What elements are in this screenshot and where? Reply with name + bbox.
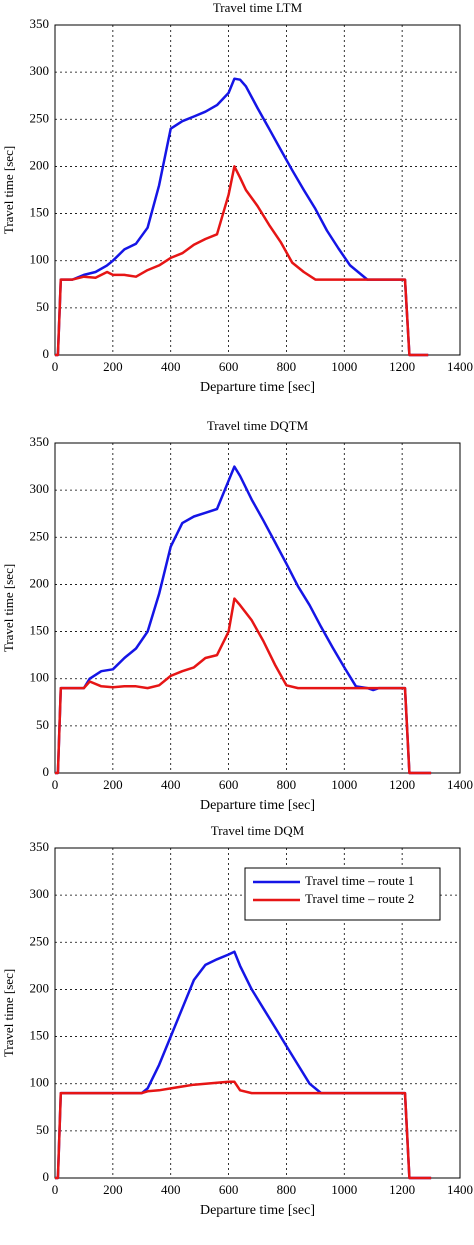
x-tick-label: 600 — [219, 777, 239, 792]
legend-label: Travel time – route 1 — [305, 873, 414, 888]
y-tick-label: 300 — [30, 481, 50, 496]
y-tick-label: 0 — [43, 764, 50, 779]
chart-title: Travel time DQTM — [207, 418, 309, 433]
x-axis-label: Departure time [sec] — [200, 1203, 315, 1218]
x-tick-label: 200 — [103, 1182, 123, 1197]
x-tick-label: 1400 — [447, 1182, 473, 1197]
y-tick-label: 350 — [30, 16, 50, 31]
x-tick-label: 0 — [52, 777, 59, 792]
y-tick-label: 250 — [30, 933, 50, 948]
y-tick-label: 200 — [30, 980, 50, 995]
x-axis-label: Departure time [sec] — [200, 380, 315, 395]
series-line — [55, 465, 432, 775]
y-tick-label: 150 — [30, 205, 50, 220]
legend-box — [244, 867, 441, 921]
x-tick-label: 1200 — [389, 1182, 415, 1197]
x-tick-label: 1000 — [331, 1182, 357, 1197]
series-line — [55, 77, 429, 357]
chart-title: Travel time DQM — [211, 823, 305, 838]
y-tick-label: 150 — [30, 623, 50, 638]
y-tick-label: 350 — [30, 434, 50, 449]
y-tick-label: 300 — [30, 886, 50, 901]
chart-title: Travel time LTM — [213, 0, 303, 15]
x-tick-label: 800 — [277, 359, 297, 374]
plot-frame — [54, 442, 461, 774]
x-tick-label: 1000 — [331, 359, 357, 374]
y-tick-label: 50 — [36, 1122, 49, 1137]
y-tick-label: 200 — [30, 157, 50, 172]
y-tick-label: 250 — [30, 528, 50, 543]
y-axis-label: Travel time [sec] — [1, 564, 16, 652]
y-tick-label: 100 — [30, 1075, 50, 1090]
x-tick-label: 400 — [161, 777, 181, 792]
x-tick-label: 1200 — [389, 359, 415, 374]
y-tick-label: 50 — [36, 717, 49, 732]
series-line — [55, 950, 432, 1180]
x-tick-label: 0 — [52, 359, 59, 374]
x-tick-label: 1000 — [331, 777, 357, 792]
legend-label: Travel time – route 2 — [305, 891, 414, 906]
y-axis-label: Travel time [sec] — [1, 969, 16, 1057]
x-tick-label: 200 — [103, 777, 123, 792]
y-tick-label: 300 — [30, 63, 50, 78]
y-tick-label: 250 — [30, 110, 50, 125]
y-tick-label: 100 — [30, 252, 50, 267]
x-tick-label: 600 — [219, 1182, 239, 1197]
plot-frame — [54, 847, 461, 1179]
x-tick-label: 1400 — [447, 777, 473, 792]
x-axis-label: Departure time [sec] — [200, 798, 315, 813]
x-tick-label: 400 — [161, 359, 181, 374]
y-tick-label: 0 — [43, 346, 50, 361]
plot-frame — [54, 24, 461, 356]
y-tick-label: 150 — [30, 1028, 50, 1043]
y-tick-label: 350 — [30, 839, 50, 854]
series-line — [55, 1080, 432, 1180]
x-tick-label: 0 — [52, 1182, 59, 1197]
x-tick-label: 800 — [277, 1182, 297, 1197]
x-tick-label: 800 — [277, 777, 297, 792]
y-tick-label: 100 — [30, 670, 50, 685]
x-tick-label: 400 — [161, 1182, 181, 1197]
x-tick-label: 200 — [103, 359, 123, 374]
x-tick-label: 1400 — [447, 359, 473, 374]
x-tick-label: 600 — [219, 359, 239, 374]
y-tick-label: 50 — [36, 299, 49, 314]
y-axis-label: Travel time [sec] — [1, 146, 16, 234]
series-line — [55, 165, 429, 357]
series-line — [55, 597, 432, 775]
y-tick-label: 0 — [43, 1169, 50, 1184]
x-tick-label: 1200 — [389, 777, 415, 792]
y-tick-label: 200 — [30, 575, 50, 590]
